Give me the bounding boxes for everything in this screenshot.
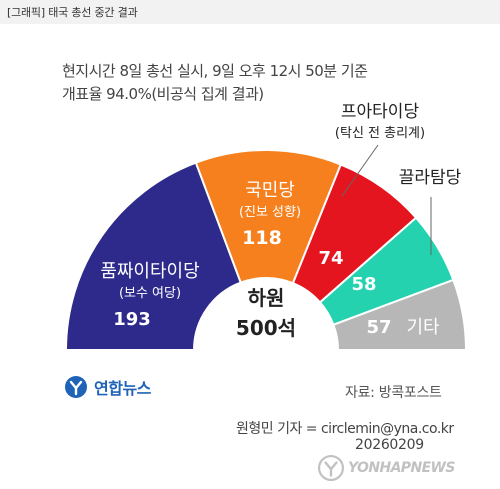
slice-0 [64, 161, 243, 351]
leader-lines [341, 144, 432, 255]
leader-line-0 [341, 144, 379, 197]
slice-label-note-2: (탁신 전 총리계) [335, 126, 425, 141]
date-stamp: 20260209 [355, 437, 424, 453]
subtitle-line-1: 현지시간 8일 총선 실시, 9일 오후 12시 50분 기준 [62, 62, 368, 80]
slice-1 [194, 149, 343, 285]
page-title: [그래픽] 태국 총선 중간 결과 [7, 6, 138, 19]
subtitle-line-2: 개표율 94.0%(비공식 집계 결과) [62, 85, 264, 103]
slice-label-party-2: 프아타이당 [341, 102, 420, 122]
yonhap-logo-icon [65, 376, 87, 398]
watermark: YONHAPNEWS [318, 455, 455, 481]
slice-labels: 품짜이타이당 (보수 여당) 193 국민당 (진보 성향) 118 프아타이당 (탁신 전 … [100, 102, 461, 338]
slice-label-value-1: 118 [242, 227, 282, 249]
watermark-text: YONHAPNEWS [348, 460, 455, 476]
slice-group [64, 149, 468, 351]
yonhap-logo: 연합뉴스 [64, 372, 151, 402]
center-label-total: 500석 [236, 316, 296, 340]
source-note: 자료: 방콕포스트 [345, 385, 442, 401]
slice-label-party-1: 국민당 [245, 180, 295, 201]
slice-label-party-0: 품짜이타이당 [100, 261, 199, 282]
slice-label-value-0: 193 [113, 309, 151, 330]
slice-label-party-3: 끌라탐당 [399, 168, 462, 188]
slice-label-value-2: 74 [318, 248, 343, 269]
credit-note: 원형민 기자 = circlemin@yna.co.kr [236, 421, 454, 437]
slice-label-value-4: 57 [366, 317, 391, 338]
center-label-chamber: 하원 [248, 286, 285, 310]
slice-4 [332, 278, 468, 351]
slice-label-note-0: (보수 여당) [119, 286, 181, 301]
slice-label-party-4: 기타 [406, 317, 440, 338]
header-bar: [그래픽] 태국 총선 중간 결과 [0, 0, 500, 24]
watermark-logo-icon [318, 455, 344, 481]
slice-label-value-3: 58 [351, 274, 376, 295]
slice-label-note-1: (진보 성향) [239, 205, 301, 220]
logo-text: 연합뉴스 [94, 379, 151, 398]
